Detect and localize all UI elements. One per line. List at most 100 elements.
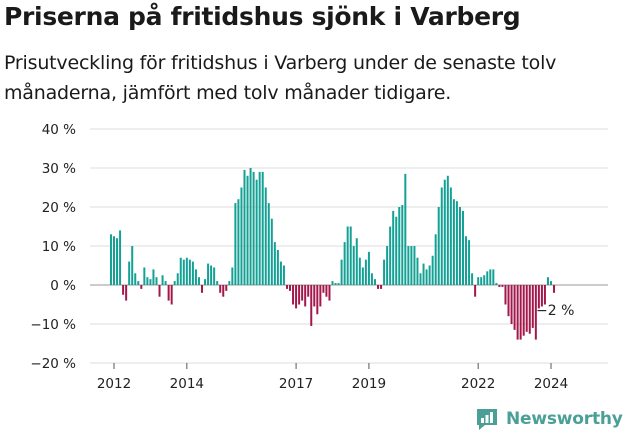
bar xyxy=(452,199,455,285)
bar xyxy=(422,263,425,285)
bar xyxy=(550,281,552,285)
bar xyxy=(185,257,188,285)
bar xyxy=(243,169,246,285)
bar xyxy=(537,285,540,309)
bar xyxy=(197,277,200,285)
bar xyxy=(143,267,146,285)
bar xyxy=(455,201,458,285)
bar xyxy=(222,285,225,297)
newsworthy-logo-icon xyxy=(477,409,497,430)
bar xyxy=(446,175,449,285)
bar xyxy=(292,285,295,305)
bar xyxy=(170,285,173,305)
y-tick-label: 0 % xyxy=(50,278,76,294)
bar xyxy=(113,236,115,285)
bar xyxy=(489,269,492,285)
bar xyxy=(210,265,213,285)
y-tick-label: −20 % xyxy=(30,356,76,372)
bar xyxy=(458,207,461,285)
bar xyxy=(140,285,143,289)
bar xyxy=(173,281,176,285)
bar xyxy=(461,210,464,285)
bar xyxy=(340,259,343,285)
bar xyxy=(553,285,556,293)
bar xyxy=(155,277,158,285)
bar xyxy=(270,218,273,285)
bar xyxy=(316,285,319,315)
bar xyxy=(534,285,537,340)
y-tick-label: 30 % xyxy=(42,161,76,177)
bar xyxy=(540,285,543,307)
bar xyxy=(437,207,440,285)
bar xyxy=(307,285,310,297)
bar xyxy=(313,285,316,307)
bar xyxy=(373,279,376,285)
bar xyxy=(225,285,228,291)
bar xyxy=(176,273,179,285)
bar xyxy=(322,285,325,293)
bar xyxy=(519,285,522,340)
bar xyxy=(149,279,152,285)
bar xyxy=(146,277,149,285)
bar xyxy=(510,285,513,324)
bar xyxy=(367,251,370,285)
bar xyxy=(304,285,307,307)
bar xyxy=(337,283,340,285)
bar xyxy=(131,246,134,285)
bar xyxy=(295,285,298,309)
x-tick-label: 2014 xyxy=(170,376,204,392)
bar xyxy=(179,257,182,285)
bar xyxy=(249,168,252,285)
bar xyxy=(207,263,210,285)
bar xyxy=(431,255,434,285)
x-tick-label: 2022 xyxy=(461,376,495,392)
bar xyxy=(477,277,480,285)
x-tick-label: 2024 xyxy=(534,376,568,392)
bar xyxy=(395,216,398,285)
bar xyxy=(352,246,355,285)
bar xyxy=(419,273,422,285)
bar xyxy=(425,269,428,285)
bar xyxy=(273,242,276,285)
bar xyxy=(164,281,167,285)
bar xyxy=(182,259,185,285)
bar xyxy=(328,285,331,301)
bar xyxy=(343,242,346,285)
bar xyxy=(109,234,112,285)
newsworthy-logo: Newsworthy xyxy=(474,406,623,432)
bar xyxy=(480,277,483,285)
bar xyxy=(204,279,207,285)
bar xyxy=(389,226,392,285)
bar xyxy=(495,283,498,285)
bar xyxy=(246,175,249,285)
bar xyxy=(398,207,401,285)
y-tick-label: −10 % xyxy=(30,317,76,333)
bar xyxy=(486,271,489,285)
chart-subtitle: Prisutveckling för fritidshus i Varberg … xyxy=(4,52,557,104)
bar xyxy=(261,171,264,285)
bar xyxy=(465,236,468,285)
bar xyxy=(471,273,474,285)
bar xyxy=(358,257,361,285)
bar xyxy=(361,267,364,285)
bar xyxy=(401,205,404,285)
last-value-annotation: −2 % xyxy=(536,303,574,319)
bar xyxy=(279,261,282,285)
bar xyxy=(377,285,380,289)
bar xyxy=(298,285,301,305)
bar xyxy=(346,226,349,285)
bar xyxy=(370,273,373,285)
bar xyxy=(513,285,516,330)
bar xyxy=(546,277,549,285)
bar xyxy=(137,281,140,285)
y-tick-label: 40 % xyxy=(42,122,76,138)
bar xyxy=(404,173,407,285)
bar xyxy=(289,285,292,291)
x-tick-label: 2019 xyxy=(352,376,386,392)
bar xyxy=(264,187,267,285)
bar xyxy=(201,285,204,293)
bar xyxy=(498,285,501,287)
bar xyxy=(188,259,191,285)
bar xyxy=(219,285,222,293)
bar xyxy=(158,285,161,297)
